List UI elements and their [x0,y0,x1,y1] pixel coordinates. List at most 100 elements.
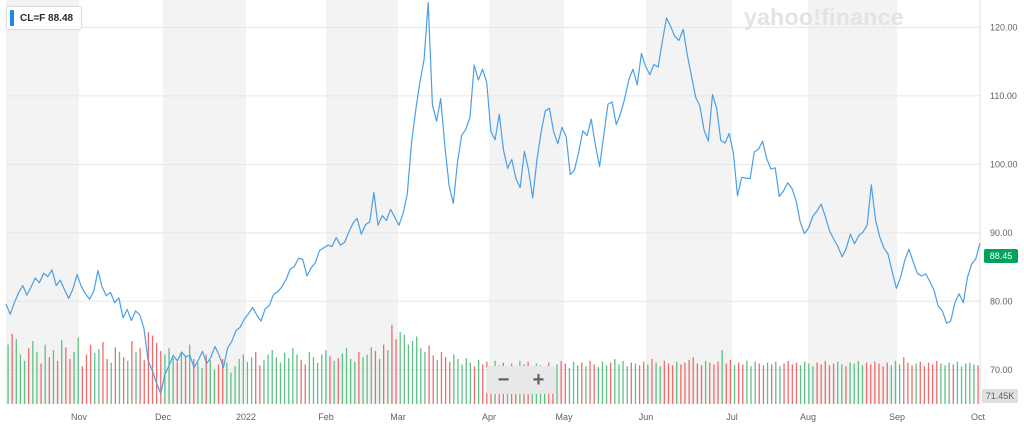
volume-bar [808,363,810,404]
volume-bar [28,348,30,404]
volume-bar [180,351,183,404]
volume-bar [201,368,203,404]
volume-bar [973,364,975,404]
y-tick-label: 90.00 [990,228,1013,238]
last-price-tag: 88.45 [984,249,1018,263]
volume-bar [300,359,302,404]
volume-bar [952,364,954,404]
volume-bar [106,359,108,404]
month-band [808,0,897,404]
volume-bar [213,369,216,404]
volume-bar [383,344,385,404]
ticker-badge[interactable]: CL=F 88.48 [6,6,83,30]
x-tick-label: Apr [482,412,496,422]
volume-bar [283,352,286,404]
volume-bar [362,357,364,404]
volume-bar [841,364,843,404]
volume-bar [48,357,50,404]
volume-bar [634,363,637,404]
volume-bar [577,365,579,404]
volume-bar [956,361,959,404]
volume-bar [684,362,686,404]
volume-bar [189,344,191,404]
volume-bar [217,364,220,404]
volume-bar [316,362,319,404]
volume-bar [865,362,868,404]
price-line [5,2,981,395]
volume-bar [341,353,344,404]
volume-bar [457,359,459,404]
volume-bar [556,364,558,404]
volume-bar [804,361,806,404]
volume-bar [370,347,372,404]
volume-bar [238,359,240,404]
volume-bar [560,360,562,404]
month-band [489,0,564,404]
x-tick-label: Oct [971,412,986,422]
volume-bar [783,363,785,404]
volume-bar [717,361,719,404]
month-band [6,0,79,404]
volume-bar [110,362,112,404]
volume-bar [205,354,207,404]
y-tick-label: 110.00 [990,91,1017,101]
zoom-out-button[interactable]: − [497,369,510,391]
volume-bar [85,354,88,404]
volume-bar [791,364,793,404]
volume-bar [321,354,323,404]
volume-bar [977,365,979,404]
volume-bar [366,354,368,404]
volume-bar [874,361,876,404]
volume-bar [729,359,732,404]
volume-bar [102,341,104,404]
volume-bar [184,356,187,404]
volume-bar [733,365,736,404]
volume-bar [667,363,670,404]
volume-bar [704,360,707,404]
volume-bar [193,359,195,404]
volume-bar [288,358,290,404]
volume-bar [923,366,926,404]
x-tick-label: Jul [726,412,738,422]
zoom-in-button[interactable]: + [532,369,545,391]
volume-bar [407,344,410,404]
volume-bar [122,357,125,404]
volume-bar [40,363,42,404]
volume-bar [271,350,273,404]
volume-bar [671,365,674,404]
volume-bar [378,359,381,404]
volume-bar [77,337,79,404]
volume-bar [890,365,893,404]
volume-bar [886,362,888,404]
volume-bar [799,365,802,404]
y-tick-label: 120.00 [990,22,1018,32]
volume-bar [176,361,178,404]
volume-bar [15,339,17,404]
volume-bar [11,333,13,404]
volume-bar [618,364,620,404]
volume-bar [816,362,818,404]
volume-bar [837,361,839,404]
volume-bar [160,350,162,404]
volume-bar [52,350,55,404]
volume-bar [614,359,616,404]
volume-bar [155,342,158,404]
volume-bar [312,357,315,404]
volume-bar [387,350,389,404]
volume-bar [601,361,604,404]
volume-bar [449,361,451,404]
volume-bar [477,359,480,404]
volume-bar [927,362,930,404]
volume-bar [766,362,769,404]
volume-bar [692,357,694,404]
volume-bar [750,366,752,404]
x-tick-label: Aug [800,412,816,422]
volume-bar [680,364,682,404]
zoom-controls: − + [486,366,556,394]
volume-bar [19,354,22,404]
volume-bar [44,344,46,404]
volume-bar [696,363,699,404]
volume-bar [585,366,587,404]
volume-bar [960,366,963,404]
